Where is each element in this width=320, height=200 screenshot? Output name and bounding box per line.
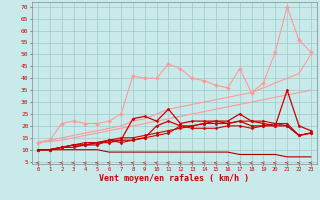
X-axis label: Vent moyen/en rafales ( km/h ): Vent moyen/en rafales ( km/h ) [100, 174, 249, 183]
